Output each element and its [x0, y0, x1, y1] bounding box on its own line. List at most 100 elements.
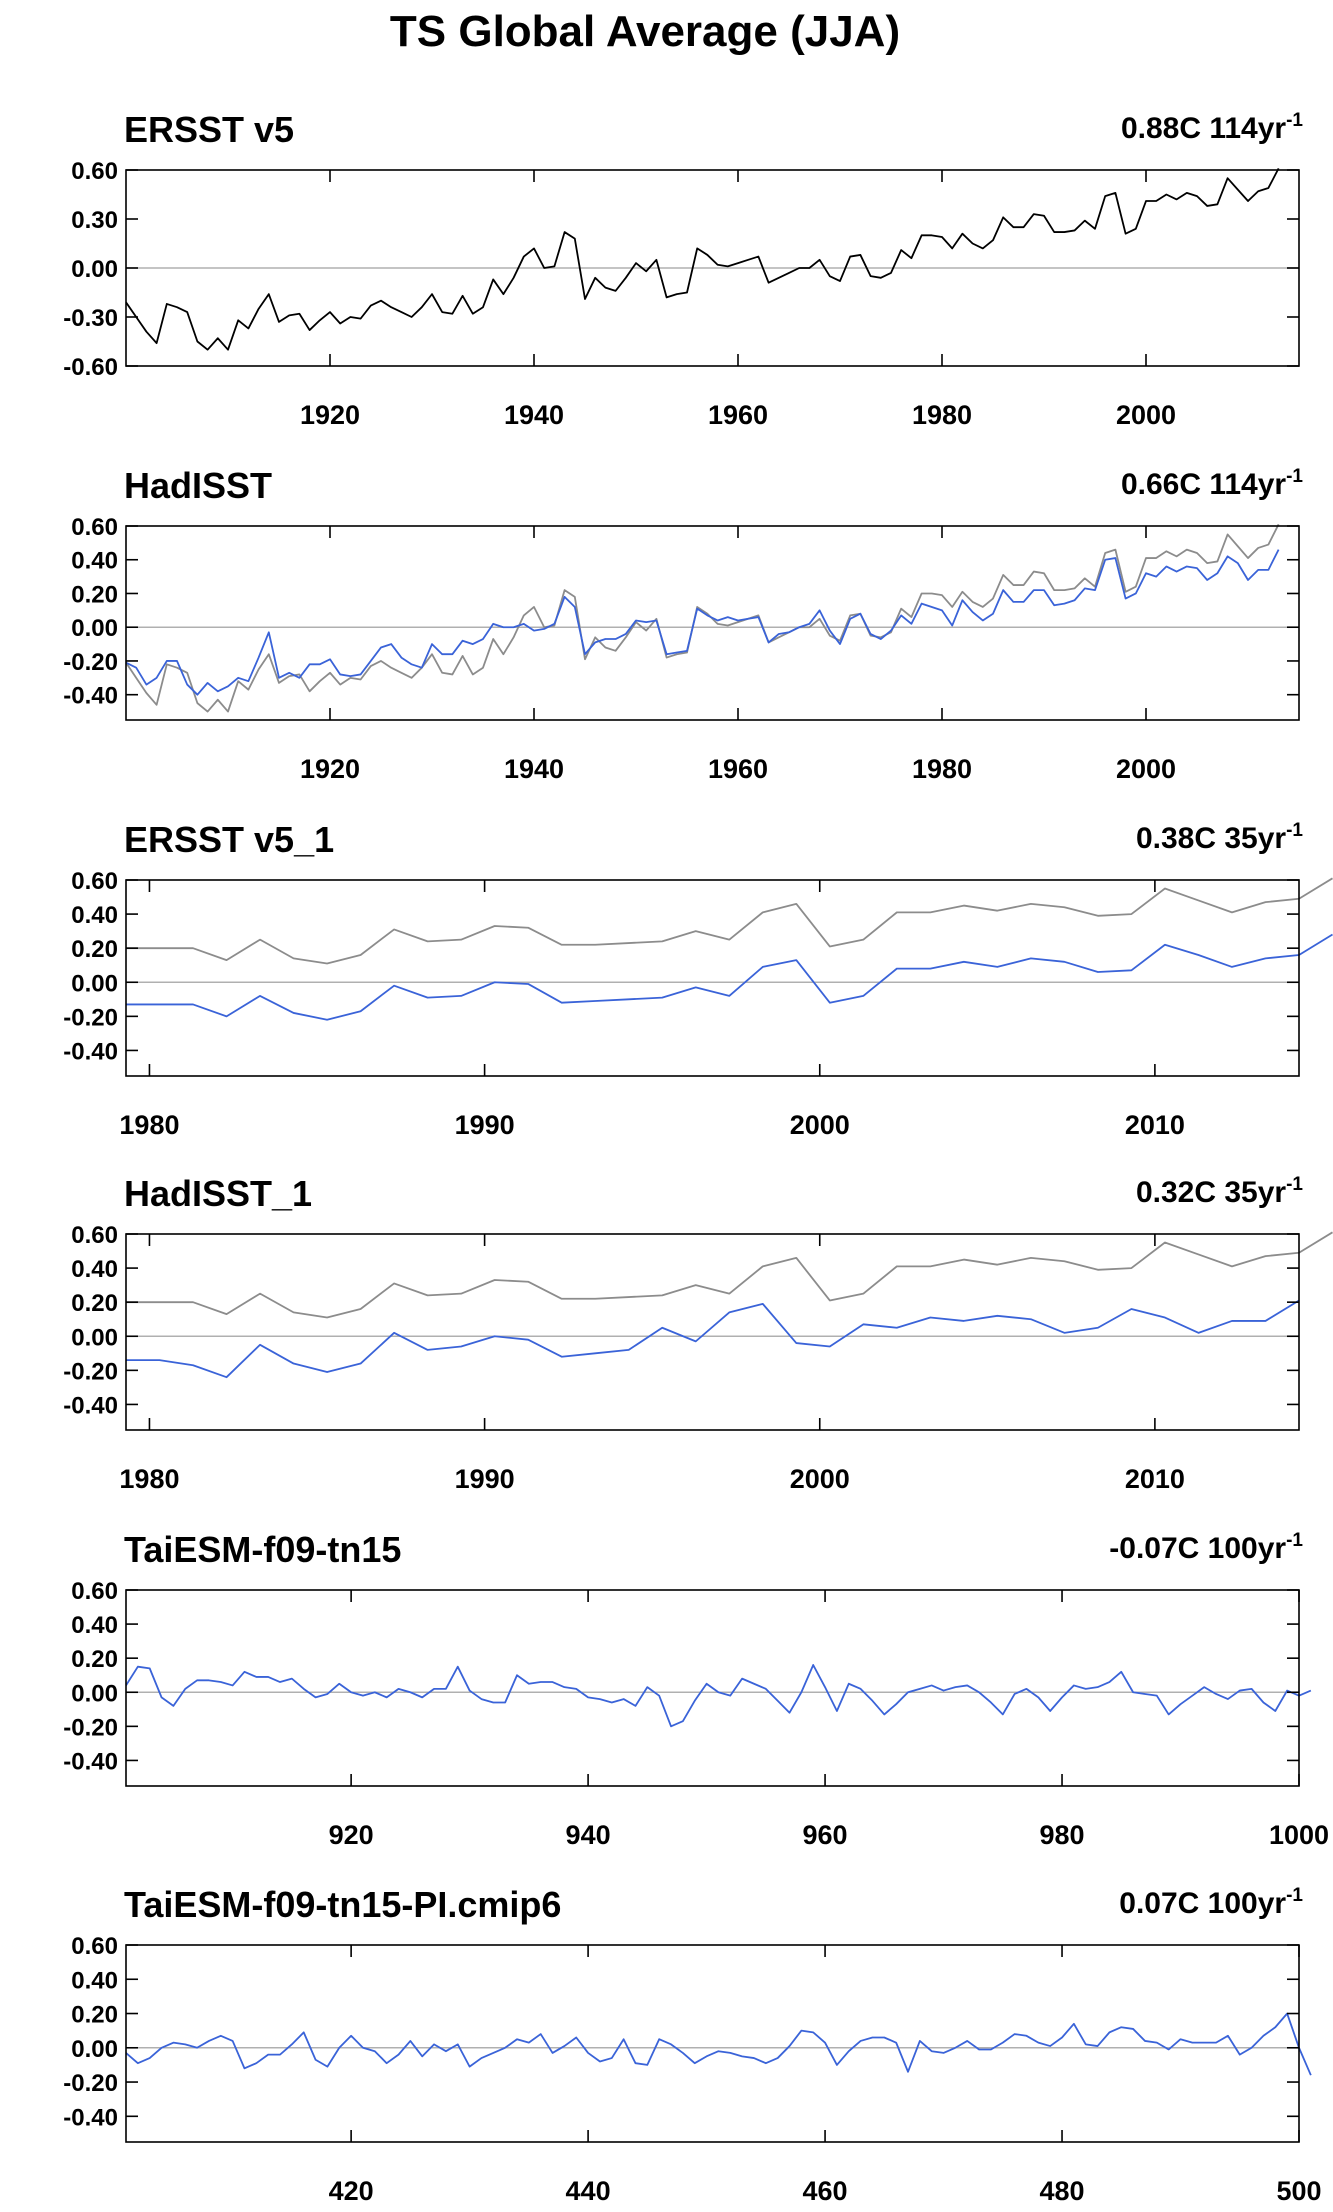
x-tick-label: 980: [1039, 1820, 1084, 1850]
y-tick-label: 0.60: [71, 1933, 118, 1960]
x-tick-label: 1920: [300, 754, 360, 784]
panel-trend-label: 0.07C 100yr-1: [1119, 1885, 1303, 1920]
trend-superscript: -1: [1286, 1530, 1303, 1551]
y-tick-label: 0.20: [71, 1290, 118, 1317]
plot-frame: [125, 1589, 1300, 1787]
panels: ERSST v5 0.88C 114yr-10.600.300.00-0.30-0…: [63, 109, 1333, 2206]
panel-4: HadISST_1 0.32C 35yr-1 0.60 0.40 0.20 0.00 -0.…: [63, 1173, 1333, 1494]
y-tick-label: 0.60: [71, 1578, 118, 1605]
trend-value: 0.66C 114yr: [1121, 468, 1286, 501]
series-line-model: [125, 2012, 1312, 2076]
y-tick-label: 0.40: [71, 1256, 118, 1283]
y-tick-label: 0.00: [71, 1324, 118, 1351]
x-tick-label: 460: [803, 2176, 848, 2206]
y-tick-label: -0.40: [63, 1748, 118, 1775]
y-tick-label: 0.20: [71, 2002, 118, 2029]
panel-title: ERSST v5_1: [124, 819, 334, 860]
y-tick-label: 0.20: [71, 1646, 118, 1673]
series-line-model: [125, 549, 1280, 696]
trend-superscript: -1: [1286, 1174, 1303, 1195]
panel-title: HadISST: [124, 465, 272, 506]
x-tick-label: 1000: [1269, 1820, 1329, 1850]
series-line-model: [125, 1664, 1312, 1728]
x-tick-label: 500: [1276, 2176, 1321, 2206]
panel-1: ERSST v5 0.88C 114yr-1 0.60 0.30 0.00 -0.30 -0…: [63, 109, 1303, 430]
panel-trend-label: 0.66C 114yr-1: [1121, 466, 1303, 501]
panel-5: TaiESM-f09-tn15 -0.07C 100yr-1 0.60 0.40 0.2…: [63, 1529, 1329, 1850]
y-tick-label: 0.40: [71, 548, 118, 575]
x-tick-label: 1980: [912, 400, 972, 430]
y-tick-label: -0.20: [63, 1358, 118, 1385]
x-tick-label: 2000: [1116, 400, 1176, 430]
x-tick-label: 2000: [790, 1464, 850, 1494]
y-tick-label: -0.20: [63, 1714, 118, 1741]
trend-superscript: -1: [1286, 820, 1303, 841]
panel-trend-label: 0.32C 35yr-1: [1136, 1174, 1303, 1209]
series-line-obs_ref: [126, 877, 1333, 965]
plot-frame: [125, 1233, 1300, 1431]
y-tick-label: -0.30: [63, 305, 118, 332]
panel-trend-label: 0.88C 114yr-1: [1121, 110, 1303, 145]
panel-trend-label: -0.07C 100yr-1: [1109, 1530, 1303, 1565]
plot-frame: [125, 525, 1300, 721]
x-tick-label: 960: [803, 1820, 848, 1850]
y-tick-label: -0.40: [63, 683, 118, 710]
trend-value: -0.07C 100yr: [1109, 1532, 1286, 1565]
trend-value: 0.88C 114yr: [1121, 112, 1286, 145]
y-tick-label: 0.40: [71, 1967, 118, 1994]
series-line-obs: [125, 167, 1280, 351]
y-tick-label: -0.60: [63, 354, 118, 381]
y-tick-label: -0.40: [63, 1392, 118, 1419]
y-tick-label: 0.30: [71, 207, 118, 234]
y-tick-label: 0.20: [71, 581, 118, 608]
y-tick-label: -0.20: [63, 649, 118, 676]
y-tick-label: 0.00: [71, 256, 118, 283]
series-line-model: [126, 1299, 1300, 1379]
plot-frame: [125, 879, 1300, 1077]
x-tick-label: 440: [566, 2176, 611, 2206]
y-tick-label: 0.00: [71, 1680, 118, 1707]
panel-6: TaiESM-f09-tn15-PI.cmip6 0.07C 100yr-1 0.6…: [63, 1884, 1321, 2206]
y-tick-label: -0.20: [63, 1004, 118, 1031]
panel-title: ERSST v5: [124, 109, 294, 150]
trend-value: 0.38C 35yr: [1136, 822, 1286, 855]
y-tick-label: -0.40: [63, 1038, 118, 1065]
x-tick-label: 1960: [708, 754, 768, 784]
trend-superscript: -1: [1286, 466, 1303, 487]
x-tick-label: 940: [566, 1820, 611, 1850]
x-tick-label: 2010: [1125, 1464, 1185, 1494]
y-tick-label: 0.00: [71, 970, 118, 997]
series-line-obs_ref: [125, 523, 1280, 713]
x-tick-label: 1980: [119, 1464, 179, 1494]
figure-title: TS Global Average (JJA): [390, 7, 900, 56]
trend-superscript: -1: [1286, 110, 1303, 131]
panel-title: TaiESM-f09-tn15: [124, 1529, 401, 1570]
y-tick-label: -0.20: [63, 2070, 118, 2097]
x-tick-label: 1940: [504, 400, 564, 430]
x-tick-label: 1980: [912, 754, 972, 784]
panel-3: ERSST v5_1 0.38C 35yr-1 0.60 0.40 0.20 0.00 -0…: [63, 819, 1333, 1140]
y-tick-label: 0.40: [71, 902, 118, 929]
x-tick-label: 1990: [455, 1110, 515, 1140]
x-tick-label: 1960: [708, 400, 768, 430]
y-tick-label: 0.20: [71, 936, 118, 963]
x-tick-label: 1980: [119, 1110, 179, 1140]
y-tick-label: 0.60: [71, 1222, 118, 1249]
x-tick-label: 1990: [455, 1464, 515, 1494]
y-tick-label: 0.00: [71, 615, 118, 642]
y-tick-label: 0.60: [71, 868, 118, 895]
x-tick-label: 420: [329, 2176, 374, 2206]
series-line-model: [126, 933, 1333, 1021]
y-tick-label: 0.60: [71, 514, 118, 541]
x-tick-label: 1920: [300, 400, 360, 430]
x-tick-label: 1940: [504, 754, 564, 784]
trend-superscript: -1: [1286, 1885, 1303, 1906]
plot-frame: [125, 1944, 1300, 2143]
panel-title: TaiESM-f09-tn15-PI.cmip6: [124, 1884, 561, 1925]
y-tick-label: -0.40: [63, 2104, 118, 2131]
trend-value: 0.32C 35yr: [1136, 1176, 1286, 1209]
x-tick-label: 2000: [1116, 754, 1176, 784]
y-tick-label: 0.60: [71, 158, 118, 185]
panel-2: HadISST 0.66C 114yr-1 0.60 0.40 0.20 0.00 -0.2…: [63, 465, 1303, 784]
